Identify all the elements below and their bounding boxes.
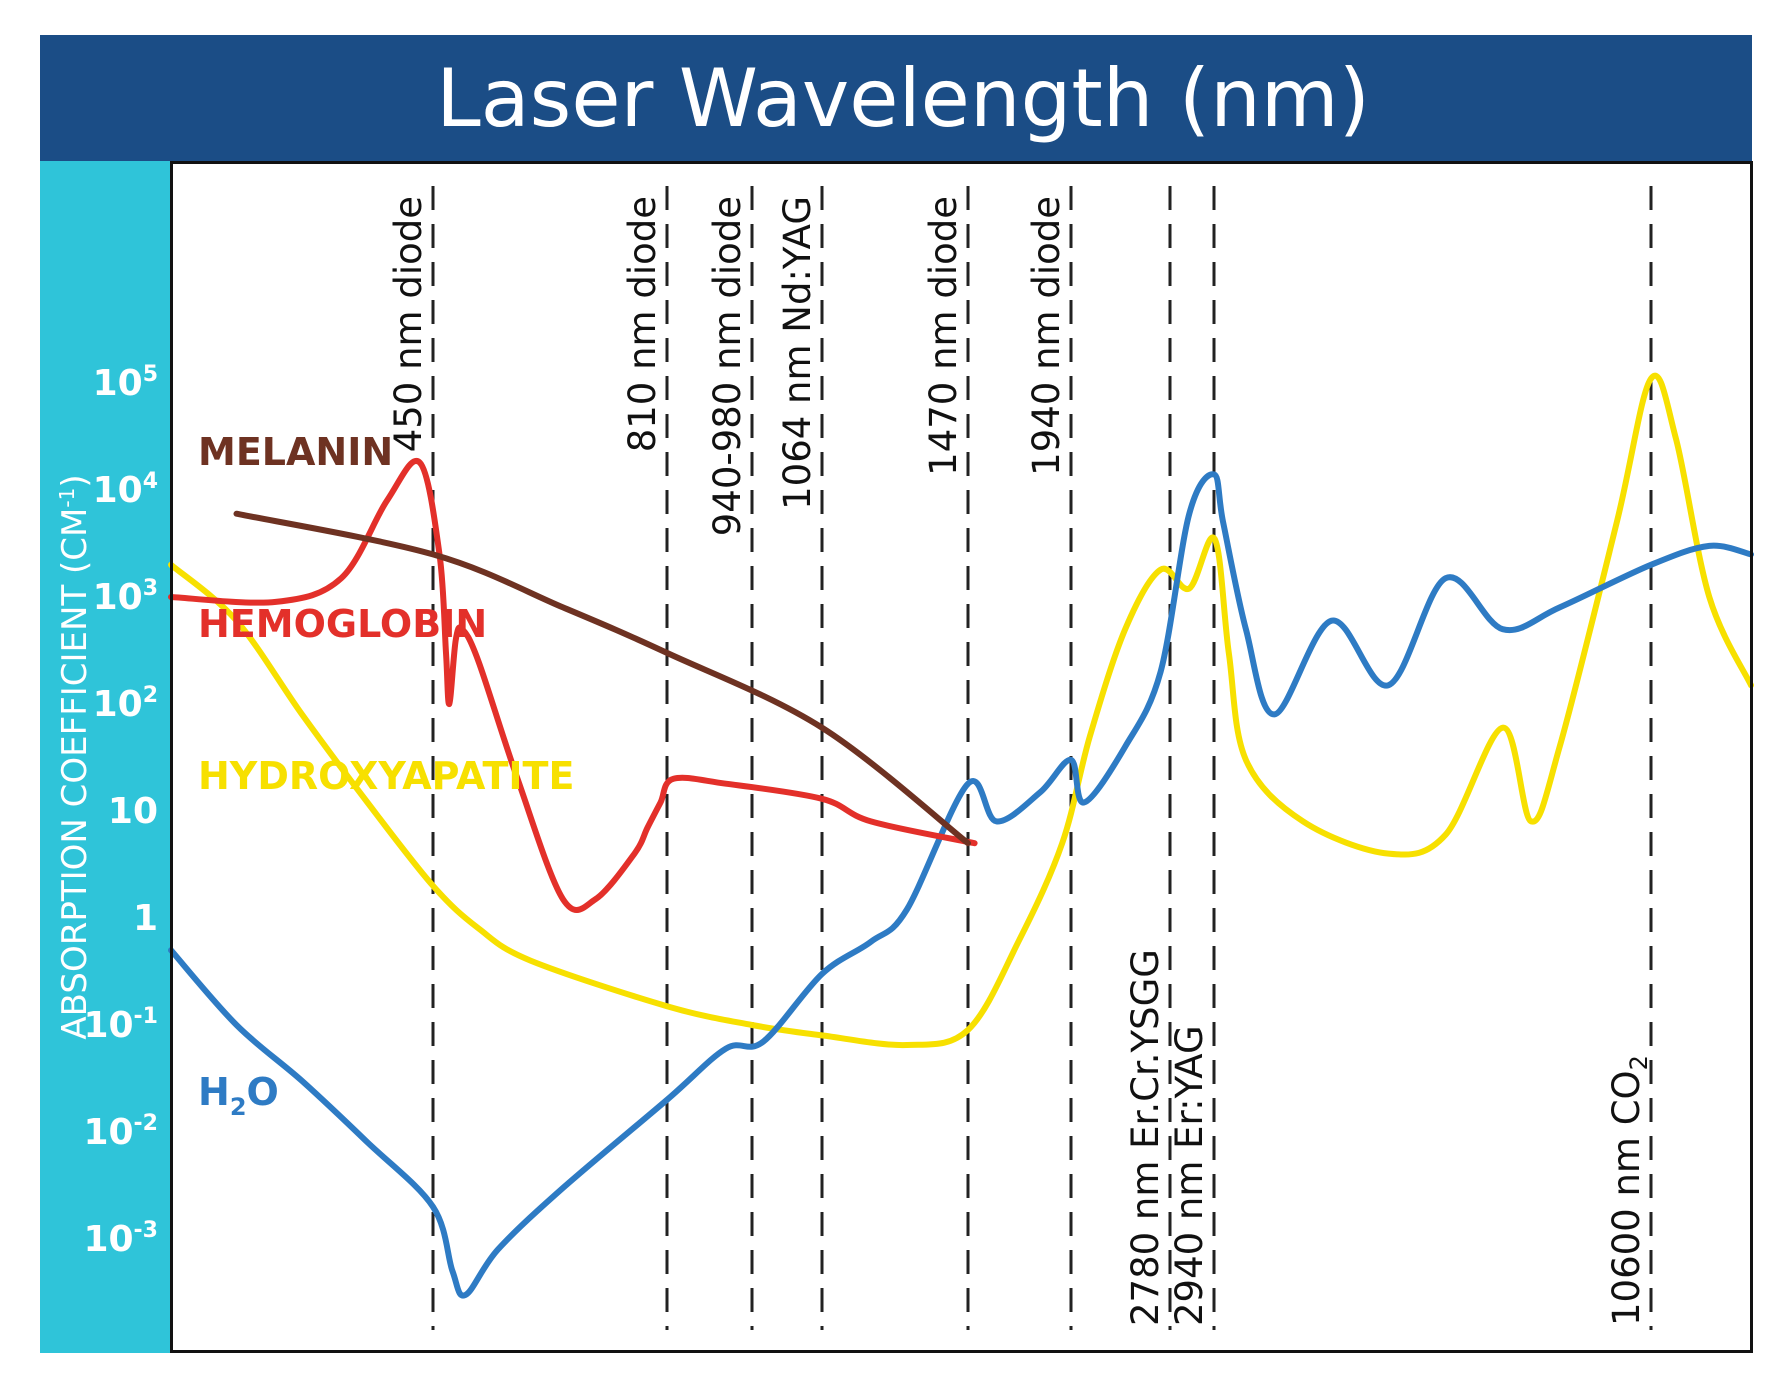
y-tick-label: 105 [93,362,158,404]
y-tick-label: 10-2 [83,1111,158,1153]
legend: MELANIN HEMOGLOBIN HYDROXYAPATITE H2O [198,430,574,1121]
y-tick-label: 1 [133,898,158,939]
plot-frame [170,161,1753,1353]
legend-label: HYDROXYAPATITE [198,754,574,798]
y-tick-label: 103 [93,576,158,618]
y-tick-label: 10 [108,791,158,832]
reference-line-label: 1064 nm Nd:YAG [776,196,819,510]
reference-line-label: 2780 nm Er.Cr.YSGG [1124,949,1167,1326]
reference-line-label: 10600 nm CO2 [1605,1055,1653,1326]
y-tick-label: 10-1 [83,1004,158,1046]
series-lines [168,372,1754,1299]
reference-line-label: 940-980 nm diode [706,196,749,536]
y-axis-label: ABSORPTION COEFFICIENT (CM-1) [55,474,95,1039]
y-axis-band [40,161,170,1353]
legend-label: MELANIN [198,430,393,474]
title-bar [40,35,1752,161]
series-line-melanin [233,510,971,847]
y-tick-label: 102 [93,683,158,725]
series-line-h-o [168,471,1754,1299]
y-tick-label: 10-3 [83,1218,158,1260]
reference-line-label: 1470 nm diode [922,196,965,476]
y-tick-label: 104 [93,469,158,511]
chart-title: Laser Wavelength (nm) [436,52,1370,145]
legend-label: H2O [198,1070,279,1121]
reference-lines: 450 nm diode 810 nm diode 940-980 nm diode… [387,186,1653,1330]
series-line-hydroxyapatite [168,372,1754,1049]
reference-line-label: 2940 nm Er:YAG [1168,1025,1211,1326]
series-line-hemoglobin [168,457,978,913]
reference-line-label: 450 nm diode [387,196,430,452]
legend-label: HEMOGLOBIN [198,602,487,646]
reference-line-label: 1940 nm diode [1025,196,1068,476]
reference-line-label: 810 nm diode [621,196,664,452]
